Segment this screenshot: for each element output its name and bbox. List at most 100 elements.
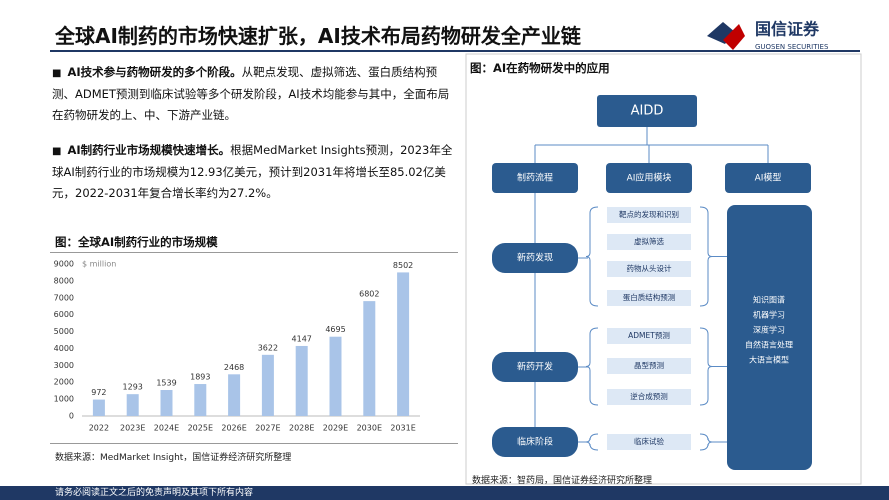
x-tick-label: 2028E	[289, 424, 314, 433]
x-tick-label: 2025E	[188, 424, 213, 433]
brace	[699, 327, 727, 406]
module-label: 蛋白质结构预测	[623, 292, 676, 302]
y-tick-label: 2000	[54, 378, 74, 387]
bar	[228, 374, 241, 416]
x-tick-label: 2031E	[390, 424, 415, 433]
bar	[329, 336, 342, 416]
bar	[295, 345, 308, 416]
diagram-source: 数据来源：智药局，国信证券经济研究所整理	[472, 476, 653, 486]
x-tick-label: 2026E	[221, 424, 246, 433]
y-tick-label: 0	[69, 412, 74, 421]
bar	[126, 394, 139, 416]
column-header	[606, 163, 692, 193]
stage-box	[492, 352, 578, 382]
chart-title: 图：全球AI制药行业的市场规模	[55, 235, 218, 249]
logo-text: 国信证券	[755, 20, 820, 39]
source-rule	[50, 443, 458, 444]
value-label: 1893	[190, 373, 210, 382]
module-label: 晶型预测	[634, 360, 664, 370]
model-label: 知识图谱	[753, 295, 785, 305]
value-label: 4147	[292, 334, 312, 343]
module-box	[607, 389, 691, 405]
column-label: AI模型	[755, 173, 782, 184]
x-tick-label: 2023E	[120, 424, 145, 433]
bar	[261, 354, 274, 416]
value-label: 1293	[123, 383, 143, 392]
column-header	[725, 163, 811, 193]
x-tick-label: 2022	[89, 424, 109, 433]
unit-label: $ million	[82, 260, 116, 269]
module-box	[607, 328, 691, 344]
title-rule	[50, 50, 860, 52]
module-box	[607, 207, 691, 223]
stage-box	[492, 243, 578, 273]
x-tick-label: 2024E	[154, 424, 179, 433]
x-tick-label: 2029E	[323, 424, 348, 433]
bar	[92, 399, 105, 416]
module-box	[607, 290, 691, 306]
module-box	[607, 234, 691, 250]
y-tick-label: 4000	[54, 344, 74, 353]
caption-rule	[50, 252, 458, 253]
bar	[397, 272, 410, 416]
bar	[194, 384, 207, 416]
brace	[578, 433, 599, 451]
diagram-title: 图：AI在药物研发中的应用	[470, 61, 610, 75]
y-tick-label: 1000	[54, 395, 74, 404]
x-tick-label: 2027E	[255, 424, 280, 433]
stage-box	[492, 427, 578, 457]
bullet: AI技术参与药物研发的多个阶段。从靶点发现、虚拟筛选、蛋白质结构预测、ADMET…	[52, 62, 457, 126]
value-label: 1539	[156, 379, 176, 388]
bullet-text: 从靶点发现、虚拟筛选、蛋白质结构预测、ADMET预测到临床试验等多个研发阶段，A…	[52, 65, 450, 122]
footer: 请务必阅读正文之后的免责声明及其项下所有内容	[0, 486, 889, 500]
model-box	[727, 205, 812, 470]
chart-source: 数据来源：MedMarket Insight，国信证券经济研究所整理	[55, 453, 292, 463]
root-box	[597, 95, 697, 127]
value-label: 972	[91, 388, 106, 397]
value-label: 2468	[224, 363, 244, 372]
stage-label: 新药开发	[517, 361, 553, 373]
logo: 国信证券 GUOSEN SECURITIES	[707, 20, 829, 51]
root-label: AIDD	[631, 104, 664, 119]
brace	[699, 433, 727, 451]
column-label: 制药流程	[517, 172, 553, 184]
column-label: AI应用模块	[627, 172, 672, 184]
y-tick-label: 9000	[54, 260, 74, 269]
logo-en: GUOSEN SECURITIES	[755, 43, 829, 51]
y-tick-label: 6000	[54, 310, 74, 319]
brace	[578, 327, 599, 406]
panel-border	[465, 53, 862, 485]
model-label: 大语言模型	[749, 355, 789, 365]
model-label: 自然语言处理	[745, 340, 793, 350]
module-label: 临床试验	[634, 436, 664, 446]
brace	[699, 206, 727, 307]
model-label: 机器学习	[753, 310, 785, 320]
connector	[534, 127, 769, 163]
module-label: 靶点的发现和识别	[619, 209, 679, 219]
x-tick-label: 2030E	[357, 424, 382, 433]
y-tick-label: 8000	[54, 276, 74, 285]
module-box	[607, 358, 691, 374]
model-label: 深度学习	[753, 325, 785, 335]
bullet-bold: AI技术参与药物研发的多个阶段。	[67, 65, 242, 79]
value-label: 4695	[325, 325, 345, 334]
y-tick-label: 5000	[54, 327, 74, 336]
module-label: 虚拟筛选	[634, 236, 664, 246]
bullet-text: 根据MedMarket Insights预测，2023年全球AI制药行业的市场规…	[52, 143, 453, 200]
module-label: 药物从头设计	[627, 263, 672, 273]
value-label: 8502	[393, 261, 413, 270]
y-tick-label: 7000	[54, 293, 74, 302]
brace	[578, 206, 599, 307]
module-label: 逆合成预测	[630, 391, 668, 401]
value-label: 6802	[359, 290, 379, 299]
bar	[160, 390, 173, 416]
slide-title: 全球AI制药的市场快速扩张，AI技术布局药物研发全产业链	[55, 24, 581, 48]
module-box	[607, 261, 691, 277]
module-label: ADMET预测	[628, 330, 670, 340]
stage-label: 新药发现	[517, 252, 553, 264]
value-label: 3622	[258, 343, 278, 352]
y-tick-label: 3000	[54, 361, 74, 370]
bullet-bold: AI制药行业市场规模快速增长。	[67, 143, 231, 157]
module-box	[607, 434, 691, 450]
